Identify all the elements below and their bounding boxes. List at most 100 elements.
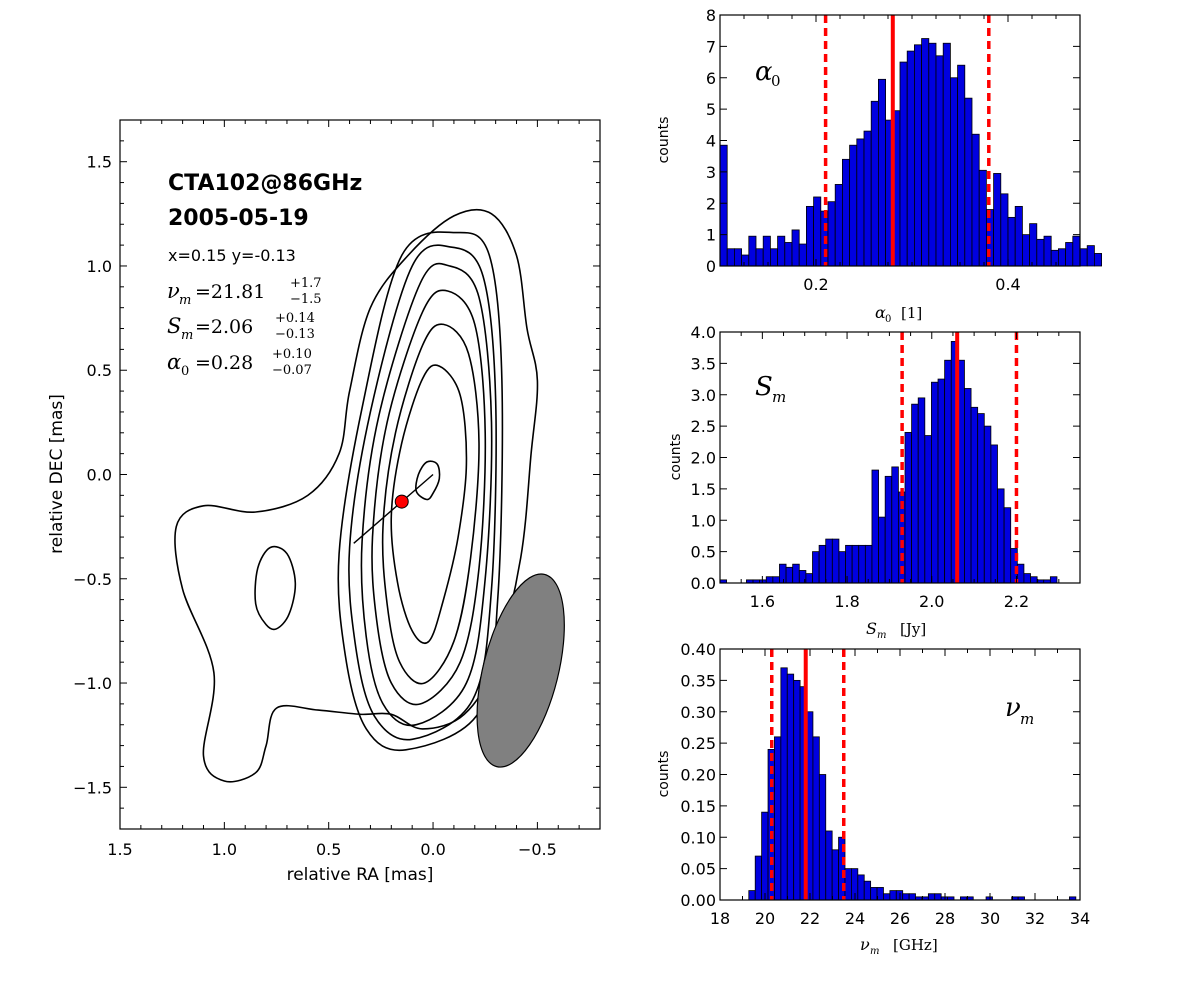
histogram-bar [1003, 507, 1012, 584]
nu-m-value: =21.81 [195, 281, 265, 303]
component-orientation-line [353, 473, 434, 544]
s-m-fit-result: S m =2.06 +0.14 −0.13 [167, 311, 315, 343]
histogram-bar [971, 133, 980, 267]
histogram-bar [911, 403, 919, 584]
s-panel-label-subscript: m [772, 388, 786, 406]
x-tick-label: 28 [935, 909, 955, 928]
histogram-bar [1023, 573, 1031, 584]
histogram-bar [937, 378, 946, 584]
y-tick-label: 2.0 [691, 449, 716, 468]
nu-x-label-subscript: m [870, 946, 879, 957]
histogram-bar [774, 736, 782, 901]
histogram-bar [818, 774, 827, 901]
x-tick-label: 0.4 [995, 275, 1020, 294]
histogram-bar [1000, 193, 1009, 267]
map-x-tick-label: −0.5 [518, 840, 557, 859]
map-y-tick-label: 1.0 [87, 257, 112, 276]
histogram-bar [785, 566, 794, 584]
histogram-bar [870, 887, 878, 901]
histogram-bar [1086, 245, 1095, 267]
y-tick-label: 6 [706, 69, 716, 88]
x-tick-label: 18 [710, 909, 730, 928]
histogram-bar [864, 544, 873, 584]
histogram-bar [793, 679, 801, 901]
x-tick-label: 2.2 [1004, 592, 1029, 611]
histogram-bar [863, 130, 872, 267]
histogram-bar [1022, 234, 1031, 267]
contour-level-6 [348, 244, 497, 741]
histogram-bar [977, 413, 985, 584]
histogram-bar [1058, 248, 1067, 267]
histogram-bar [857, 874, 865, 901]
map-y-tick-label: −1.5 [73, 778, 112, 797]
y-tick-label: 3.5 [691, 354, 716, 373]
map-x-tick-label: 0.5 [316, 840, 341, 859]
histogram-bar [870, 100, 879, 267]
map-x-tick-label: 1.0 [212, 840, 237, 859]
nu-panel-label: ν m [1005, 693, 1034, 728]
histogram-bar [883, 893, 891, 901]
map-y-tick-label: 0.5 [87, 361, 112, 380]
histogram-bar [805, 573, 813, 584]
x-tick-label: 22 [800, 909, 820, 928]
alpha-x-label-unit: [1] [901, 304, 922, 322]
histogram-bar [784, 242, 793, 267]
histogram-bar [990, 444, 998, 584]
contour-level-5 [360, 262, 493, 727]
histogram-bar [944, 359, 952, 584]
map-y-tick-label: 1.5 [87, 153, 112, 172]
map-y-tick-label: 0.0 [87, 466, 112, 485]
histogram-bar [798, 243, 807, 267]
histogram-bar [935, 55, 944, 267]
x-tick-label: 30 [980, 909, 1000, 928]
histogram-bar [842, 158, 851, 267]
component-marker-group [353, 473, 434, 544]
nu-m-minus-error: −1.5 [290, 292, 322, 307]
contour-level-3 [381, 323, 480, 685]
s-panel-label: S m [755, 372, 786, 406]
alpha-panel-label-subscript: 0 [771, 72, 781, 90]
contour-level-1 [415, 460, 441, 501]
histogram-bar [964, 97, 973, 267]
histogram-bar [858, 544, 866, 584]
x-tick-label: 20 [755, 909, 775, 928]
histogram-bar [970, 406, 979, 584]
histogram-bar [983, 425, 992, 584]
histogram-bar [878, 78, 887, 267]
y-tick-label: 2 [706, 194, 716, 213]
contour-lines [174, 208, 539, 783]
alpha-histogram-x-label: α 0 [1] [875, 303, 922, 325]
histogram-bar [761, 811, 769, 901]
histogram-bar [772, 576, 780, 584]
y-tick-label: 2.5 [691, 417, 716, 436]
contour-map-panel: 1.5 1.0 0.5 0.0 −0.5 1.5 1.0 0.5 0.0 −0.5 −1.0 −1.5… [47, 119, 601, 885]
histogram-bar [928, 42, 937, 267]
map-x-tick-label: 0.0 [420, 840, 445, 859]
map-y-tick-label: −0.5 [73, 570, 112, 589]
y-tick-label: 1.5 [691, 480, 716, 499]
s-histogram-panel: 1.6 1.8 2.0 2.20.00.51.01.52.02.53.03.54.0 … [668, 323, 1081, 641]
histogram-bar [876, 887, 884, 901]
y-tick-label: 0.20 [680, 766, 716, 785]
y-tick-label: 8 [706, 6, 716, 25]
s-x-label-subscript: m [877, 630, 886, 641]
beam-ellipse-group [476, 573, 565, 768]
histogram-bar [818, 544, 827, 584]
histogram-bar [914, 44, 923, 267]
y-tick-label: 0.10 [680, 828, 716, 847]
map-ticks: 1.5 1.0 0.5 0.0 −0.5 1.5 1.0 0.5 0.0 −0.5 −1.0 −1.5 [73, 119, 601, 859]
alpha-x-label-symbol: α [875, 303, 886, 322]
histogram-bar [755, 248, 764, 267]
y-tick-label: 0.35 [680, 671, 716, 690]
nu-m-symbol: ν [167, 279, 180, 303]
histogram-bar [770, 248, 779, 267]
alpha-0-minus-error: −0.07 [272, 363, 312, 378]
x-tick-label: 1.6 [750, 592, 775, 611]
histogram-bar [927, 893, 936, 901]
alpha-panel-label-symbol: α [755, 57, 773, 87]
map-y-axis-label: relative DEC [mas] [47, 394, 67, 554]
histogram-bar [921, 38, 930, 267]
alpha-0-symbol: α [167, 350, 181, 374]
histogram-bar [834, 184, 843, 267]
x-tick-label: 32 [1025, 909, 1045, 928]
